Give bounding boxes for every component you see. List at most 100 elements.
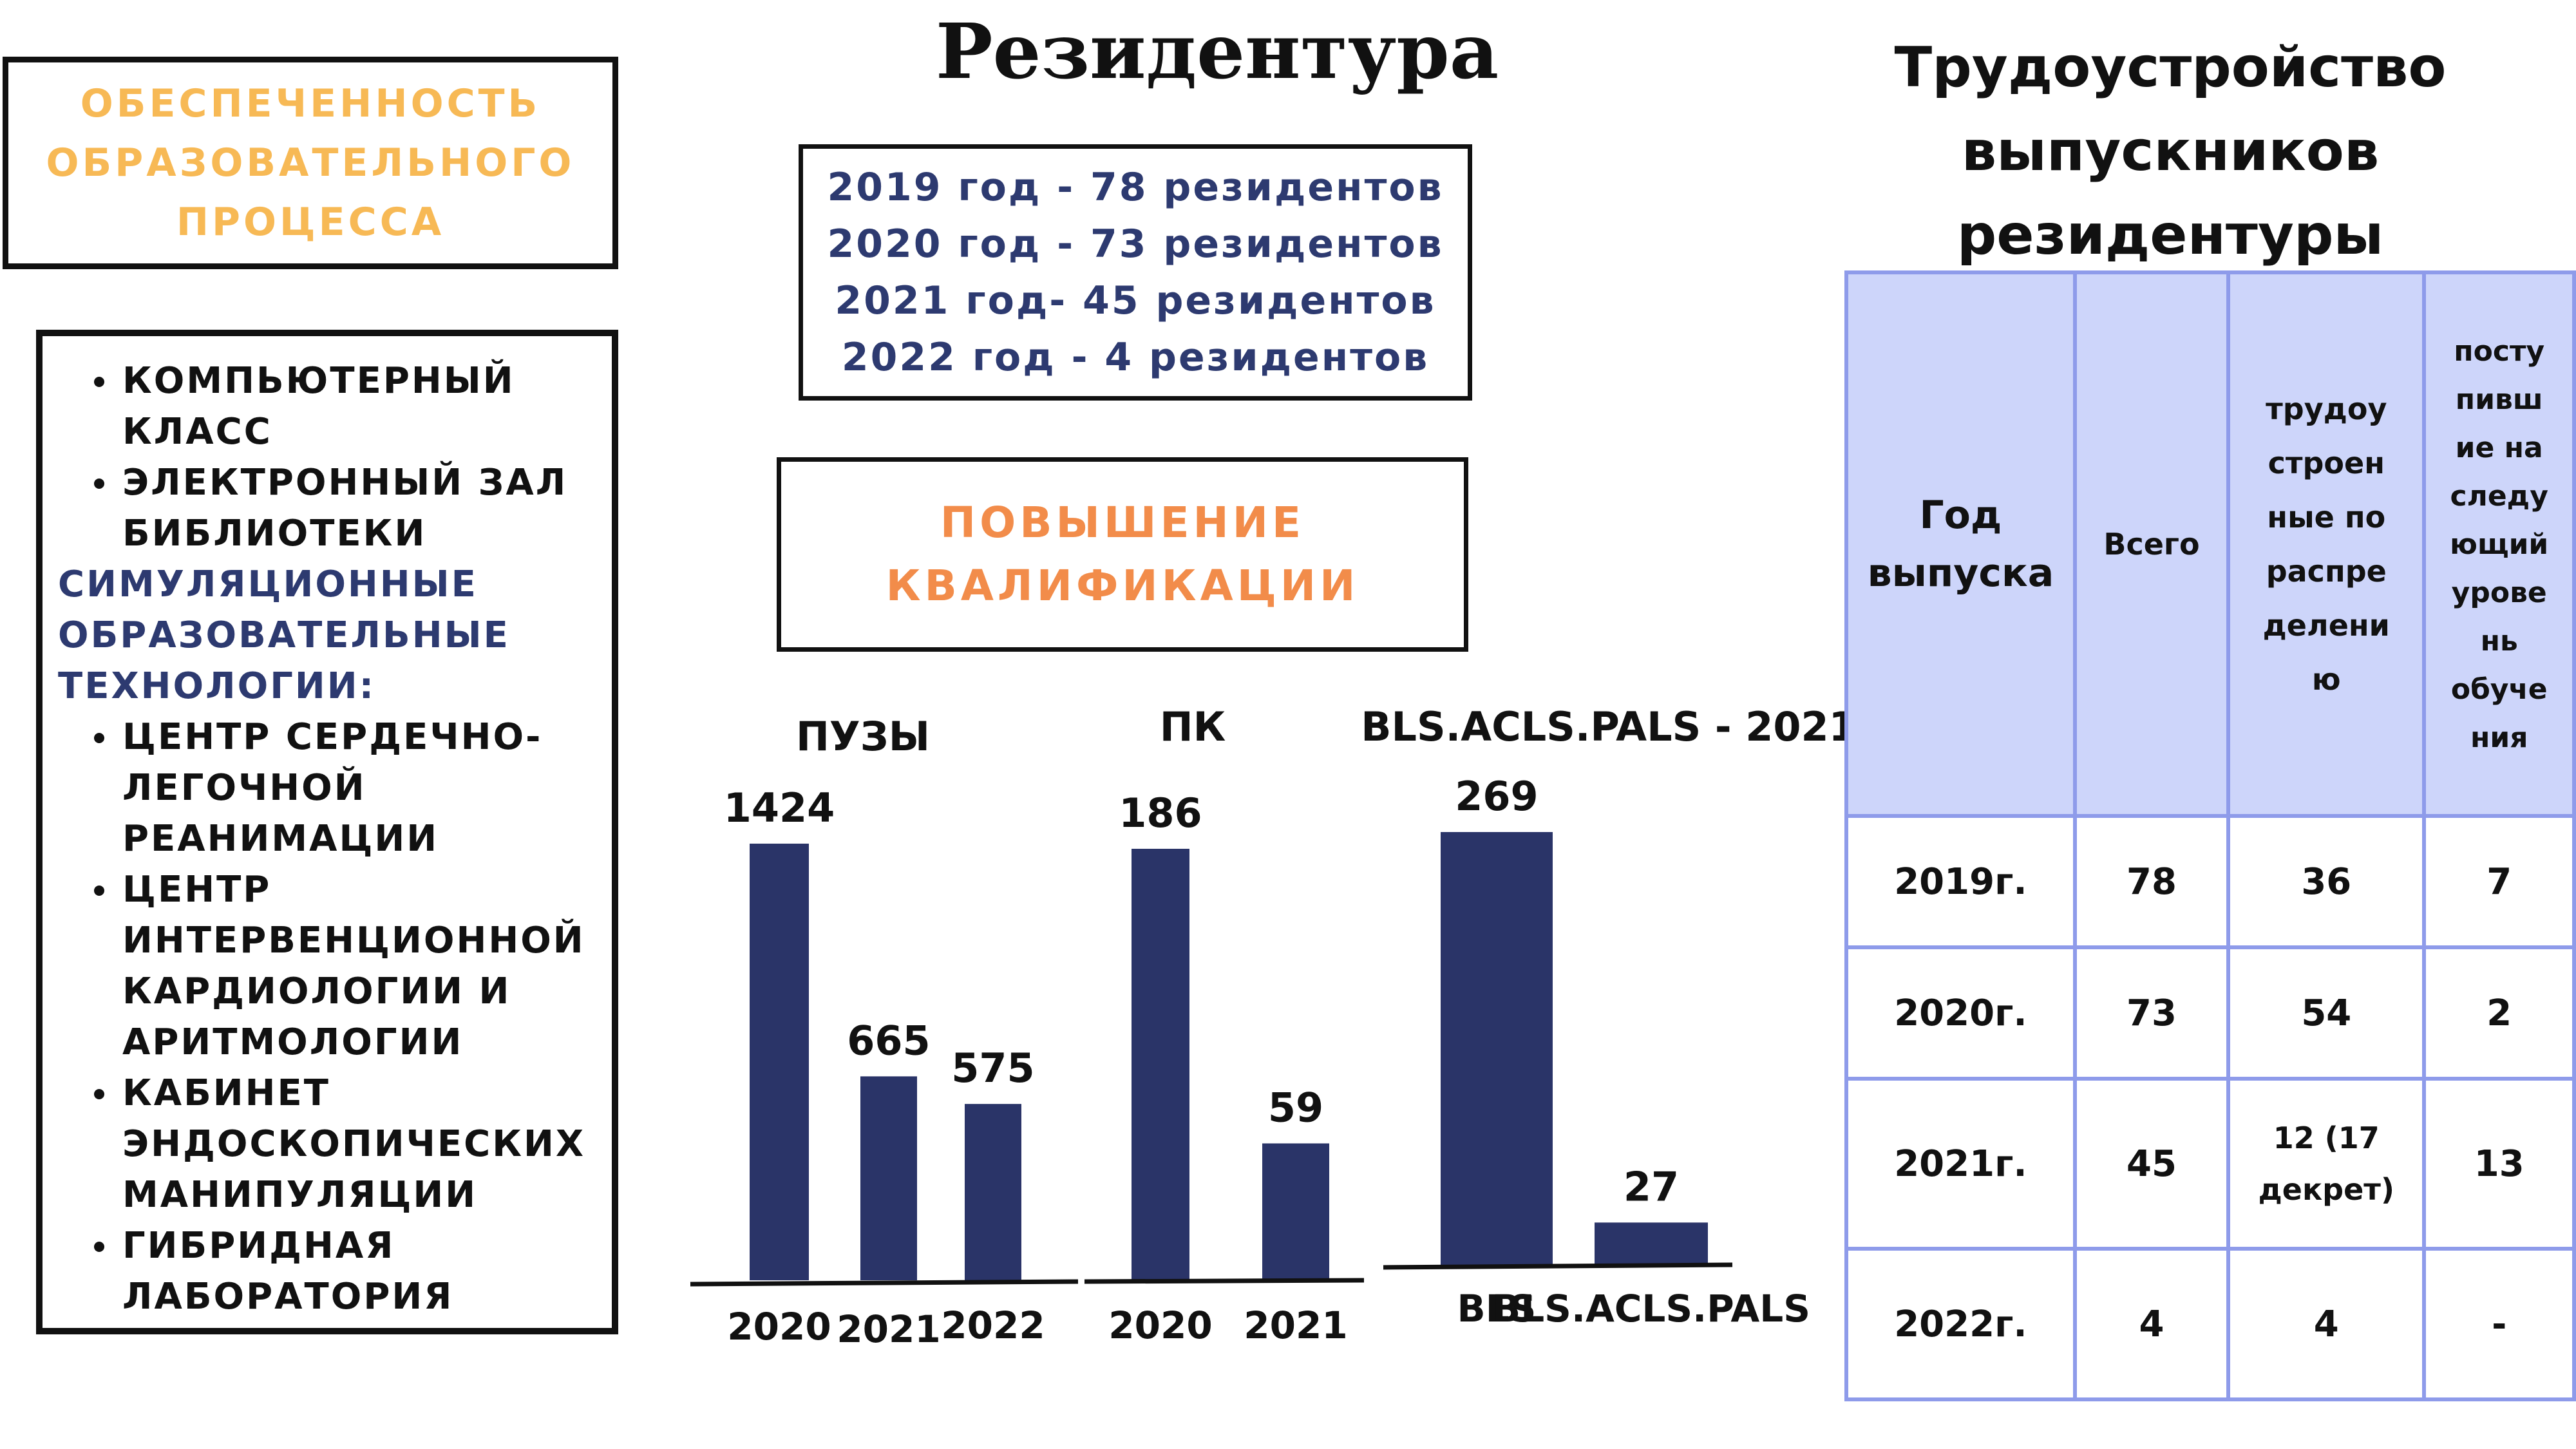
list-item-line: КЛАСС — [122, 411, 272, 453]
cell-total: 45 — [2072, 1077, 2231, 1251]
cell-total: 73 — [2072, 945, 2231, 1081]
residents-line: 2019 год - 78 резидентов — [827, 165, 1444, 210]
data-label: 27 — [1624, 1163, 1679, 1210]
bar — [1595, 1222, 1708, 1266]
data-label: 186 — [1119, 790, 1202, 837]
header-next-line: обуче — [2450, 672, 2548, 706]
page-title: Резидентура — [935, 6, 1499, 96]
employment-table: Год выпуска Всего трудоу строен ные по р… — [1844, 270, 2576, 1401]
header-employed-line: распре — [2266, 554, 2387, 589]
cell-year: 2021г. — [1844, 1077, 2077, 1251]
list-item: ЦЕНТР ИНТЕРВЕНЦИОННОЙ КАРДИОЛОГИИ И АРИТ… — [58, 864, 605, 1068]
residents-line: 2020 год - 73 резидентов — [827, 222, 1444, 267]
table-title-line: Трудоустройство — [1894, 35, 2447, 100]
header-next-line: ие на — [2455, 431, 2543, 464]
support-box-text: ОБЕСПЕЧЕННОСТЬ ОБРАЗОВАТЕЛЬНОГО ПРОЦЕССА — [46, 74, 575, 252]
list-item-line: КАБИНЕТ — [122, 1072, 330, 1114]
cell-total: 4 — [2072, 1247, 2231, 1401]
header-employed-line: делени — [2262, 608, 2390, 643]
cell-employed: 36 — [2226, 814, 2427, 949]
category-label: BLS — [1457, 1287, 1537, 1331]
bullet-icon — [94, 733, 104, 743]
support-line-2: ОБРАЗОВАТЕЛЬНОГО — [46, 140, 575, 185]
cell-employed: 12 (17 декрет) — [2226, 1077, 2427, 1251]
header-next-line: ющий — [2450, 527, 2549, 561]
table-title: Трудоустройство выпускников резидентуры — [1842, 26, 2499, 277]
data-label: 575 — [951, 1045, 1034, 1092]
cell-next: - — [2422, 1247, 2576, 1401]
chart-title: ПУЗЫ — [796, 713, 930, 760]
bar — [1441, 832, 1553, 1266]
table-row: 2020г. 73 54 2 — [1844, 945, 2576, 1081]
bar — [1262, 1143, 1329, 1280]
list-item: ЦЕНТР СЕРДЕЧНО- ЛЕГОЧНОЙ РЕАНИМАЦИИ — [58, 712, 605, 864]
bullet-icon — [94, 478, 104, 489]
header-next-line: урове — [2451, 576, 2547, 609]
category-label: 2021 — [837, 1307, 940, 1351]
simulation-heading: СИМУЛЯЦИОННЫЕ ОБРАЗОВАТЕЛЬНЫЕ ТЕХНОЛОГИИ… — [58, 559, 605, 712]
simulation-heading-line: ОБРАЗОВАТЕЛЬНЫЕ — [58, 614, 510, 656]
data-label: 59 — [1268, 1084, 1323, 1131]
qualification-line: КВАЛИФИКАЦИИ — [886, 561, 1359, 611]
header-total: Всего — [2072, 270, 2231, 818]
qualification-box: ПОВЫШЕНИЕ КВАЛИФИКАЦИИ — [777, 457, 1468, 652]
header-employed-line: строен — [2268, 446, 2385, 480]
cell-next: 7 — [2422, 814, 2576, 949]
table-title-line: резидентуры — [1956, 203, 2384, 267]
header-next-line: нь — [2480, 624, 2518, 658]
residents-line: 2021 год- 45 резидентов — [835, 278, 1436, 323]
bar — [860, 1076, 917, 1280]
x-axis-line — [1383, 1262, 1733, 1270]
bar — [1132, 849, 1189, 1280]
table-row: 2022г. 4 4 - — [1844, 1247, 2576, 1401]
header-next-line: посту — [2454, 334, 2545, 368]
header-year-line: выпуска — [1867, 551, 2054, 596]
cell-total: 78 — [2072, 814, 2231, 949]
table-title-line: выпускников — [1961, 119, 2380, 184]
list-item-line: ЦЕНТР СЕРДЕЧНО- — [122, 716, 543, 758]
category-label: 2020 — [727, 1305, 831, 1349]
list-item-line: МАНИПУЛЯЦИИ — [122, 1174, 478, 1216]
facilities-list: КОМПЬЮТЕРНЫЙ КЛАСС ЭЛЕКТРОННЫЙ ЗАЛ БИБЛИ… — [58, 355, 605, 1322]
header-next-line: пивш — [2455, 383, 2543, 416]
cell-employed-line: декрет) — [2258, 1172, 2394, 1207]
header-year: Год выпуска — [1844, 270, 2077, 818]
list-item-line: ЦЕНТР — [122, 869, 272, 911]
bullet-icon — [94, 1242, 104, 1252]
category-label: 2021 — [1244, 1303, 1347, 1347]
cell-year: 2020г. — [1844, 945, 2077, 1081]
list-item-line: ЭЛЕКТРОННЫЙ ЗАЛ — [122, 462, 568, 504]
data-label: 665 — [847, 1017, 930, 1064]
header-employed-line: ные по — [2267, 500, 2386, 535]
support-line-3: ПРОЦЕССА — [176, 200, 445, 245]
x-axis-line — [690, 1279, 1079, 1287]
data-label: 1424 — [724, 784, 835, 831]
chart-title: ПК — [1160, 703, 1226, 750]
residents-line: 2022 год - 4 резидентов — [841, 335, 1430, 380]
bar — [750, 844, 809, 1280]
list-item-line: БИБЛИОТЕКИ — [122, 513, 427, 554]
list-item-line: РЕАНИМАЦИИ — [122, 818, 439, 860]
cell-year: 2019г. — [1844, 814, 2077, 949]
category-label: 2022 — [941, 1303, 1045, 1347]
chart-title: BLS.ACLS.PALS - 2021 — [1361, 703, 1857, 750]
support-line-1: ОБЕСПЕЧЕННОСТЬ — [80, 81, 541, 126]
table-row: 2019г. 78 36 7 — [1844, 814, 2576, 949]
header-next-line: следу — [2450, 479, 2548, 513]
list-item-line: КАРДИОЛОГИИ И — [122, 971, 511, 1012]
list-item: ГИБРИДНАЯ ЛАБОРАТОРИЯ — [58, 1220, 605, 1322]
cell-employed: 54 — [2226, 945, 2427, 1081]
header-next-line: ния — [2470, 721, 2528, 754]
simulation-heading-line: СИМУЛЯЦИОННЫЕ — [58, 564, 478, 605]
header-employed: трудоу строен ные по распре делени ю — [2226, 270, 2427, 818]
list-item: ЭЛЕКТРОННЫЙ ЗАЛ БИБЛИОТЕКИ — [58, 457, 605, 559]
bullet-icon — [94, 1089, 104, 1099]
data-label: 269 — [1455, 773, 1538, 820]
residents-box: 2019 год - 78 резидентов 2020 год - 73 р… — [799, 144, 1472, 401]
cell-next: 2 — [2422, 945, 2576, 1081]
list-item-line: ЛАБОРАТОРИЯ — [122, 1276, 454, 1318]
list-item: КОМПЬЮТЕРНЫЙ КЛАСС — [58, 355, 605, 457]
support-box: ОБЕСПЕЧЕННОСТЬ ОБРАЗОВАТЕЛЬНОГО ПРОЦЕССА — [3, 57, 618, 269]
bar — [965, 1104, 1021, 1280]
list-item-line: ЭНДОСКОПИЧЕСКИХ — [122, 1123, 586, 1165]
